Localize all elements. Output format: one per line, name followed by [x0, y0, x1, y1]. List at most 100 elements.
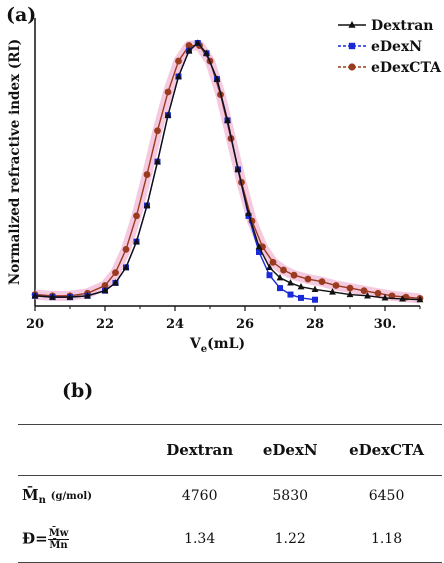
- legend-label: Dextran: [371, 18, 434, 34]
- data-point: [194, 39, 202, 46]
- legend-marker: [348, 42, 356, 50]
- data-point: [256, 248, 262, 255]
- legend-item: eDexCTA: [338, 60, 442, 76]
- data-point: [234, 165, 242, 173]
- legend-label: eDexN: [371, 39, 422, 55]
- data-point: [213, 75, 221, 82]
- x-tick-label: 26: [236, 317, 254, 332]
- data-point: [364, 292, 371, 299]
- data-point: [277, 285, 283, 292]
- data-point: [203, 49, 210, 56]
- data-point: [329, 288, 336, 295]
- mn-subscript: n: [38, 495, 46, 506]
- column-header: eDexN: [249, 424, 332, 476]
- data-point: [276, 273, 284, 281]
- table-cell: 1.22: [249, 516, 332, 563]
- data-point: [287, 291, 294, 298]
- row-label-dispersity: Đ= M̄w M̄n: [18, 516, 150, 563]
- data-point: [185, 42, 193, 49]
- x-tick-label: 20: [26, 317, 44, 332]
- data-point: [122, 263, 130, 271]
- data-point: [101, 282, 109, 289]
- row-label-mn: M̄n (g/mol): [18, 476, 150, 517]
- data-point: [133, 212, 140, 220]
- legend-label: eDexCTA: [371, 60, 442, 76]
- mn-unit: (g/mol): [50, 491, 92, 502]
- data-point: [399, 295, 406, 302]
- data-point: [287, 279, 294, 286]
- edexcta-halo: [34, 40, 421, 304]
- data-point: [266, 272, 273, 279]
- dispersity-fraction: M̄w M̄n: [47, 527, 70, 551]
- data-point: [245, 209, 252, 216]
- dispersity-symbol: Đ=: [22, 529, 48, 547]
- data-point: [280, 266, 287, 274]
- data-point: [66, 293, 74, 300]
- data-point: [154, 157, 161, 165]
- data-point: [332, 282, 340, 289]
- data-point: [175, 57, 182, 65]
- y-axis-label: Normalized refractive index (RI): [7, 39, 23, 285]
- data-point: [290, 271, 298, 279]
- series-line: [34, 42, 421, 301]
- panel-a-label: (a): [6, 4, 37, 26]
- legend-marker: [348, 21, 356, 28]
- data-point: [312, 296, 318, 303]
- table-cell: 6450: [368, 488, 405, 504]
- x-axis-label: Ve(mL): [189, 336, 245, 355]
- sec-chromatogram-chart: 20 22 24 26 28 30. Ve(mL) Normalized refractive…: [7, 18, 442, 355]
- data-point: [360, 287, 368, 295]
- legend-item: Dextran: [338, 18, 434, 34]
- data-point: [164, 111, 172, 118]
- x-tick-label: 30.: [374, 317, 397, 332]
- data-point: [112, 279, 119, 286]
- data-point: [304, 275, 312, 283]
- data-point: [346, 290, 354, 298]
- data-point: [266, 263, 273, 271]
- column-header: Dextran: [150, 424, 250, 476]
- data-point: [154, 127, 161, 135]
- data-point: [185, 46, 193, 54]
- table-row-mn: M̄n (g/mol) 4760 5830 6450: [18, 476, 442, 517]
- table-header-row: Dextran eDexN eDexCTA: [18, 424, 442, 476]
- data-point: [416, 295, 424, 303]
- data-point: [31, 292, 39, 299]
- data-point: [269, 258, 277, 266]
- data-point: [175, 72, 182, 80]
- x-tick-label: 22: [96, 317, 114, 332]
- table-corner-cell: [18, 424, 150, 476]
- data-point: [133, 237, 140, 245]
- fraction-denominator: M̄n: [49, 539, 68, 551]
- data-point: [374, 289, 382, 297]
- data-point: [143, 201, 151, 209]
- data-point: [346, 284, 354, 292]
- x-tick-label: 28: [306, 317, 324, 332]
- series-line: [34, 44, 421, 300]
- data-point: [101, 286, 109, 294]
- data-point: [164, 88, 172, 96]
- data-point: [381, 294, 389, 301]
- results-table: Dextran eDexN eDexCTA M̄n (g/mol) 4760 5…: [18, 424, 442, 563]
- data-point: [49, 293, 56, 300]
- data-point: [112, 269, 119, 277]
- legend-marker: [348, 63, 356, 71]
- table-cell: 4760: [181, 488, 218, 504]
- table-cell: 1.18: [331, 516, 442, 563]
- legend-item: eDexN: [338, 39, 422, 55]
- table-cell: 1.34: [150, 516, 250, 563]
- x-tick-label: 24: [166, 317, 184, 332]
- data-point: [311, 285, 319, 292]
- data-point: [122, 246, 130, 253]
- data-point: [84, 292, 91, 299]
- data-point: [143, 171, 151, 178]
- fraction-numerator: M̄w: [47, 527, 70, 540]
- series-dextran: [31, 39, 424, 303]
- panel-b-label: (b): [62, 380, 94, 402]
- series-edexcta: [31, 42, 424, 302]
- table-cell: 5830: [272, 488, 309, 504]
- data-point: [224, 116, 231, 123]
- data-point: [298, 294, 304, 301]
- data-point: [297, 283, 305, 290]
- column-header: eDexCTA: [331, 424, 442, 476]
- table-row-dispersity: Đ= M̄w M̄n 1.34 1.22 1.18: [18, 516, 442, 563]
